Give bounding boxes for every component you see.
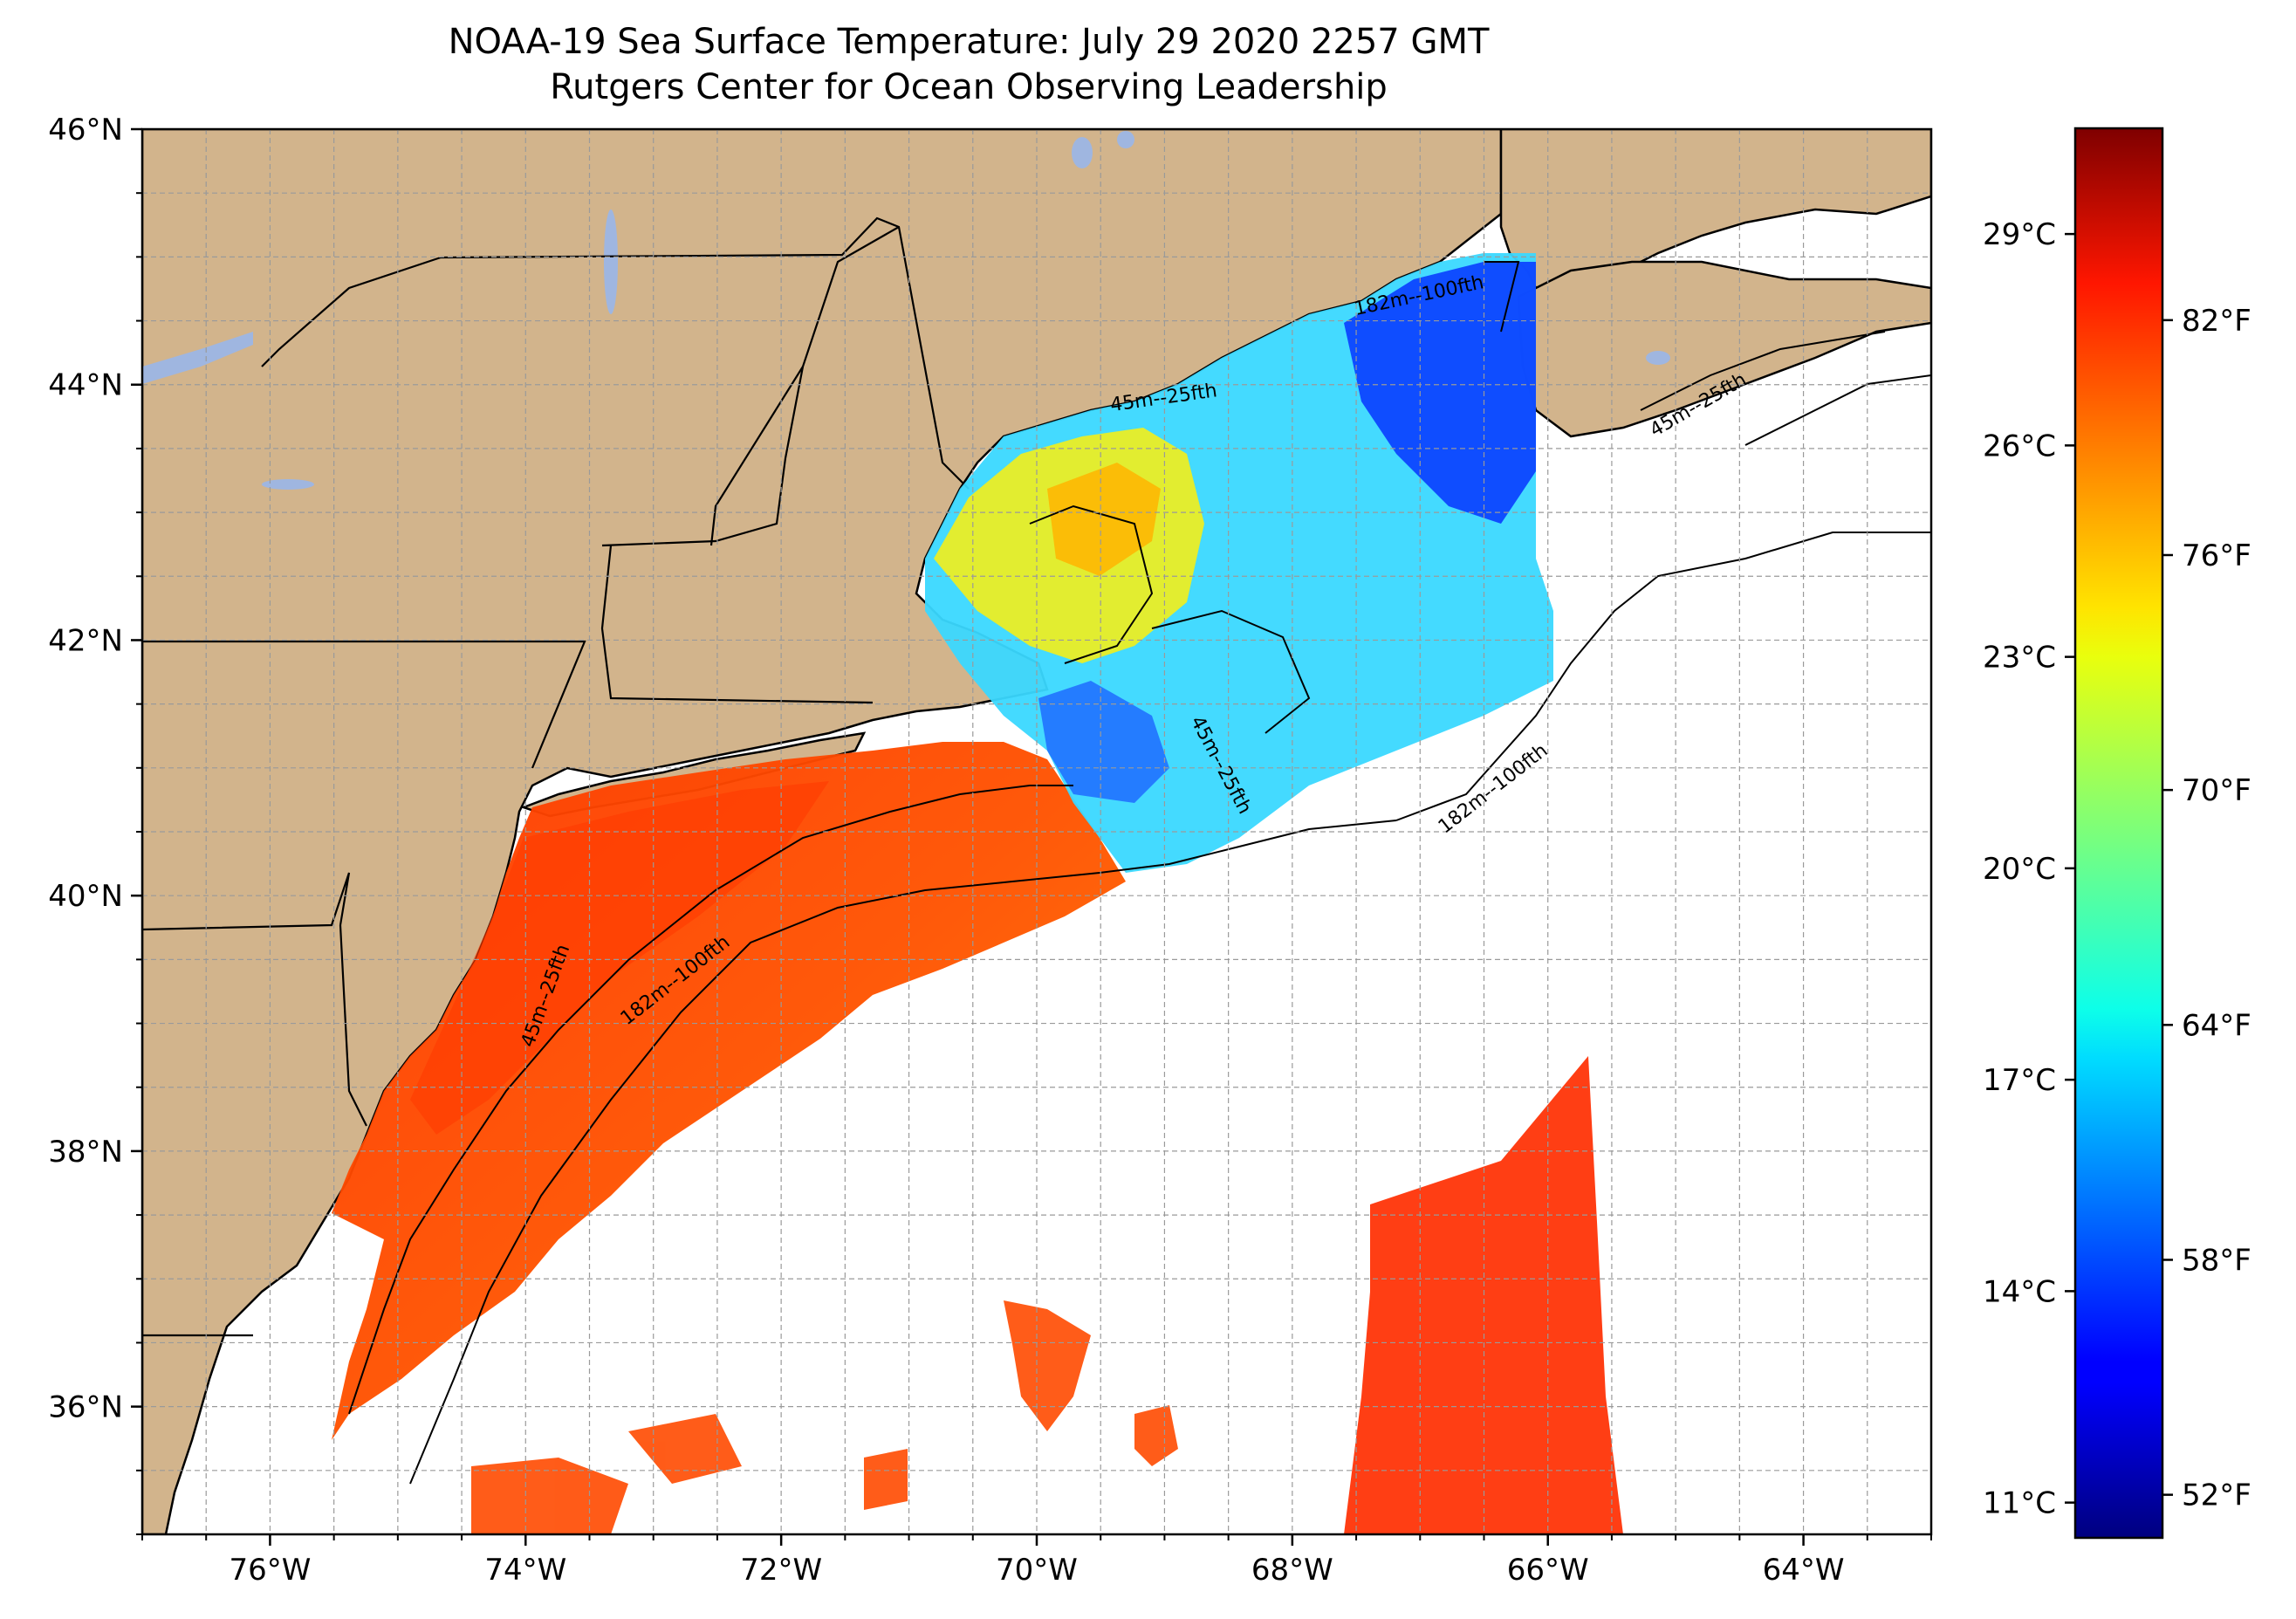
sst-gulf-orange bbox=[1047, 463, 1161, 576]
lon-tick-label: 74°W bbox=[484, 1553, 566, 1588]
colorbar-celsius-label: 17°C bbox=[1983, 1063, 2056, 1098]
sst-cold-south bbox=[1038, 681, 1169, 803]
colorbar-fahrenheit-label: 58°F bbox=[2182, 1243, 2251, 1278]
colorbar-celsius-ticks: 29°C 26°C 23°C 20°C 17°C 14°C 11°C bbox=[1983, 217, 2075, 1521]
lon-tick-label: 70°W bbox=[996, 1553, 1078, 1588]
sst-warm-inner bbox=[410, 781, 829, 1135]
lat-tick-label: 40°N bbox=[48, 879, 123, 914]
lon-tick-label: 76°W bbox=[229, 1553, 311, 1588]
state-borders bbox=[142, 216, 970, 1337]
lakes bbox=[142, 131, 1670, 490]
sst-cold-core bbox=[1344, 262, 1536, 524]
latitude-axis: 46°N 44°N 42°N 40°N 38°N 36°N bbox=[48, 113, 142, 1535]
lon-tick-label: 66°W bbox=[1507, 1553, 1589, 1588]
land-nova-scotia bbox=[1517, 260, 1931, 438]
colorbar bbox=[2073, 127, 2164, 1540]
title-line-2: Rutgers Center for Ocean Observing Leade… bbox=[550, 67, 1388, 107]
title-line-1: NOAA-19 Sea Surface Temperature: July 29… bbox=[448, 22, 1490, 62]
colorbar-celsius-label: 29°C bbox=[1983, 217, 2056, 252]
colorbar-celsius-label: 11°C bbox=[1983, 1486, 2056, 1521]
colorbar-fahrenheit-label: 64°F bbox=[2182, 1008, 2251, 1043]
lon-tick-label: 64°W bbox=[1763, 1553, 1845, 1588]
longitude-axis: 76°W 74°W 72°W 70°W 68°W 66°W 64°W bbox=[141, 1534, 1932, 1588]
map-title: NOAA-19 Sea Surface Temperature: July 29… bbox=[0, 19, 1937, 110]
map-plot-area bbox=[142, 129, 1931, 1534]
colorbar-fahrenheit-label: 82°F bbox=[2182, 304, 2251, 339]
colorbar-celsius-label: 23°C bbox=[1983, 641, 2056, 676]
lat-tick-label: 42°N bbox=[48, 623, 123, 658]
colorbar-fahrenheit-label: 70°F bbox=[2182, 773, 2251, 808]
colorbar-fahrenheit-label: 76°F bbox=[2182, 539, 2251, 573]
lat-tick-label: 46°N bbox=[48, 113, 123, 147]
colorbar-fahrenheit-ticks: 82°F 76°F 70°F 64°F 58°F 52°F bbox=[2162, 304, 2251, 1513]
colorbar-celsius-label: 20°C bbox=[1983, 852, 2056, 887]
lat-tick-label: 44°N bbox=[48, 368, 123, 403]
lon-tick-label: 72°W bbox=[740, 1553, 822, 1588]
lat-tick-label: 36°N bbox=[48, 1390, 123, 1425]
colorbar-celsius-label: 14°C bbox=[1983, 1274, 2056, 1309]
map-gridlines bbox=[142, 129, 1931, 1534]
colorbar-celsius-label: 26°C bbox=[1983, 429, 2056, 463]
sst-offshore-patches bbox=[471, 1300, 1178, 1534]
lon-tick-label: 68°W bbox=[1251, 1553, 1333, 1588]
colorbar-fahrenheit-label: 52°F bbox=[2182, 1478, 2251, 1513]
lat-tick-label: 38°N bbox=[48, 1135, 123, 1170]
